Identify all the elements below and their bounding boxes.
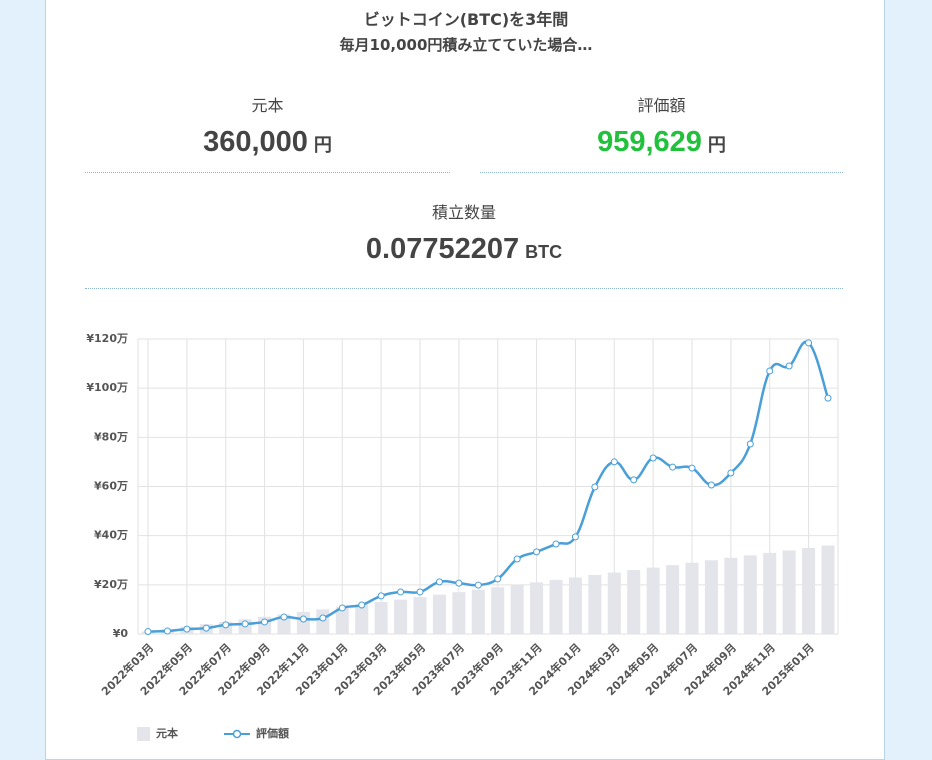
stat-unit: BTC: [525, 242, 563, 262]
bar: [666, 565, 680, 634]
point: [688, 464, 696, 472]
stat-value-row: 0.07752207 BTC: [85, 233, 843, 266]
bar: [335, 606, 349, 634]
divider: [480, 172, 843, 173]
bar: [685, 562, 699, 634]
stat: 元本 360,000 円: [85, 92, 450, 159]
y-tick-label: ¥0: [113, 627, 129, 640]
legend-label: 元本: [156, 726, 178, 740]
stat-unit: 円: [707, 135, 726, 155]
point: [222, 621, 230, 629]
bar: [471, 589, 485, 634]
bar: [588, 575, 602, 634]
y-tick-label: ¥20万: [94, 578, 128, 591]
point: [241, 620, 249, 628]
bar: [704, 560, 718, 634]
stat-value-row: 360,000 円: [85, 126, 450, 159]
point: [163, 627, 171, 635]
y-tick-label: ¥120万: [86, 332, 128, 345]
stat-value: 0.07752207: [365, 233, 520, 265]
point: [707, 481, 715, 489]
point: [649, 454, 657, 462]
point: [202, 624, 210, 632]
bar: [491, 587, 505, 634]
point: [727, 469, 735, 477]
bar: [432, 594, 446, 634]
bar: [743, 555, 757, 634]
bar: [277, 614, 291, 634]
bar: [821, 545, 835, 634]
point: [513, 555, 521, 563]
bar: [549, 579, 563, 634]
point: [397, 588, 405, 596]
bar: [607, 572, 621, 634]
point: [533, 548, 541, 556]
stat: 評価額 959,629 円: [480, 92, 843, 159]
divider: [85, 288, 843, 289]
point: [746, 440, 754, 448]
bar: [296, 611, 310, 634]
stat-value: 959,629: [597, 126, 702, 158]
point: [455, 579, 463, 587]
point: [474, 581, 482, 589]
legend-swatch: [137, 727, 150, 741]
divider: [85, 172, 450, 173]
point: [261, 618, 269, 626]
point: [785, 362, 793, 370]
stat: 積立数量 0.07752207 BTC: [85, 199, 843, 266]
point: [319, 614, 327, 622]
point: [766, 367, 774, 375]
point: [377, 592, 385, 600]
bar: [802, 547, 816, 634]
point: [552, 540, 560, 548]
bar: [394, 599, 408, 634]
point: [435, 578, 443, 586]
bar: [510, 584, 524, 634]
stat-label: 元本: [251, 96, 284, 115]
y-tick-label: ¥80万: [94, 430, 128, 443]
point: [358, 601, 366, 609]
y-tick-label: ¥100万: [86, 381, 128, 394]
point: [669, 463, 677, 471]
stat-label: 積立数量: [431, 203, 496, 222]
stat-unit: 円: [313, 135, 332, 155]
bar: [316, 609, 330, 634]
point: [571, 533, 579, 541]
bar: [763, 552, 777, 634]
point: [630, 476, 638, 484]
subtitle: 毎月10,000円積み立てていた場合…: [339, 36, 593, 54]
bar: [782, 550, 796, 634]
bar: [724, 557, 738, 634]
point: [824, 394, 832, 402]
bar: [568, 577, 582, 634]
title: ビットコイン(BTC)を3年間: [363, 10, 569, 29]
y-tick-label: ¥40万: [94, 529, 128, 542]
point: [805, 339, 813, 347]
bar: [627, 570, 641, 634]
point: [416, 588, 424, 596]
point: [338, 604, 346, 612]
stat-value: 360,000: [203, 126, 308, 158]
bar: [355, 604, 369, 634]
bar: [452, 592, 466, 634]
bar: [374, 602, 388, 634]
point: [610, 458, 618, 466]
bar: [646, 567, 660, 634]
y-tick-label: ¥60万: [94, 480, 128, 493]
point: [299, 615, 307, 623]
point: [183, 625, 191, 633]
point: [591, 483, 599, 491]
bar: [413, 597, 427, 634]
stat-label: 評価額: [637, 96, 686, 115]
bar: [530, 582, 544, 634]
legend-marker: [232, 729, 242, 739]
point: [494, 575, 502, 583]
point: [280, 613, 288, 621]
legend-label: 評価額: [256, 726, 289, 740]
point: [144, 628, 152, 636]
stat-value-row: 959,629 円: [480, 126, 843, 159]
